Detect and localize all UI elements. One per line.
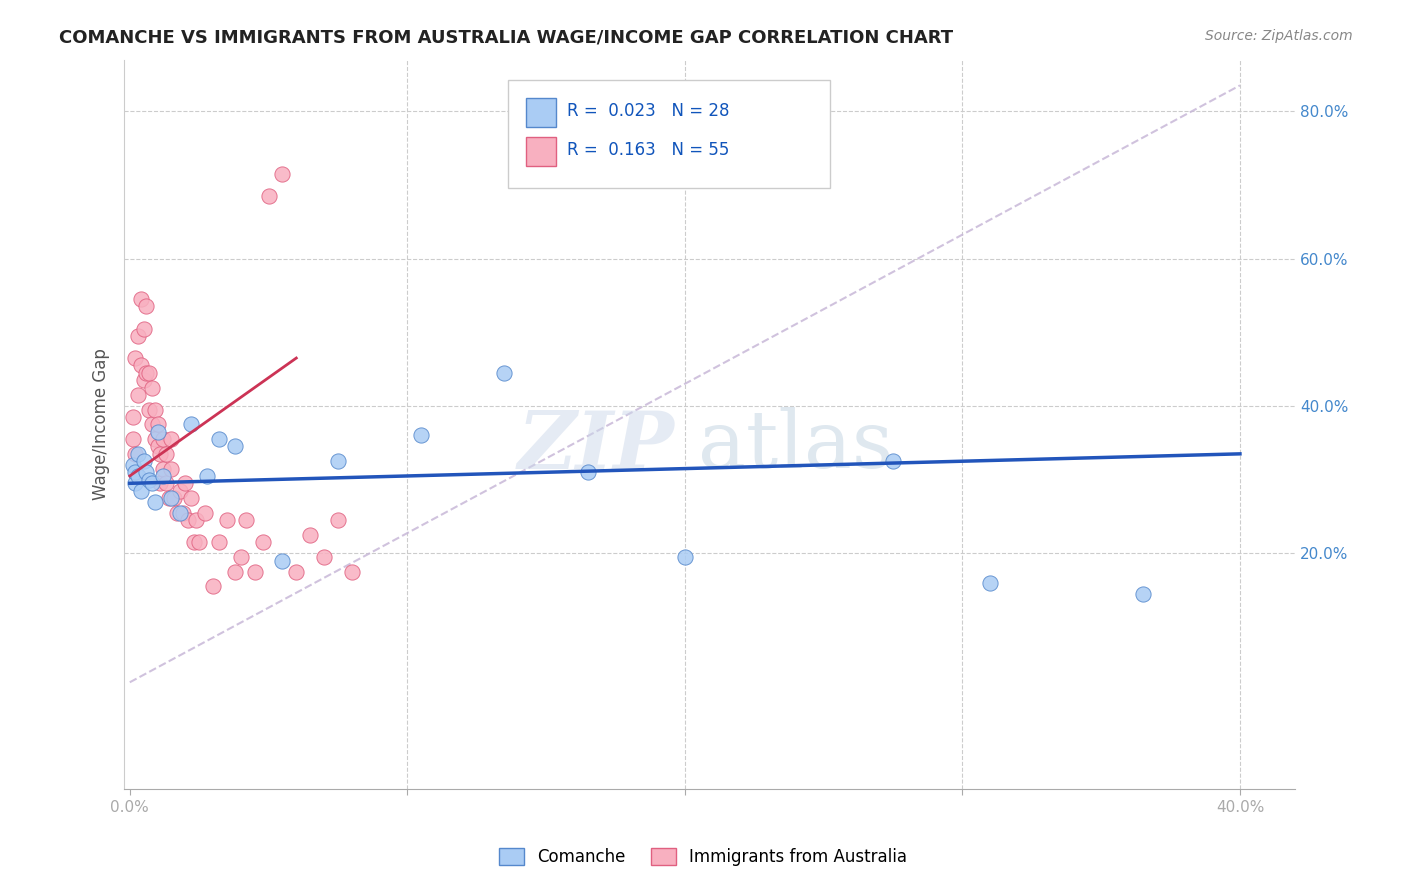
- Point: [177, 513, 200, 527]
- FancyBboxPatch shape: [509, 80, 831, 188]
- Text: COMANCHE VS IMMIGRANTS FROM AUSTRALIA WAGE/INCOME GAP CORRELATION CHART: COMANCHE VS IMMIGRANTS FROM AUSTRALIA WA…: [59, 29, 953, 46]
- Point: [143, 494, 166, 508]
- Point: [127, 329, 149, 343]
- Point: [127, 447, 149, 461]
- Point: [138, 366, 160, 380]
- Point: [186, 513, 208, 527]
- Point: [143, 432, 166, 446]
- Point: [146, 417, 169, 432]
- Point: [271, 167, 294, 181]
- Point: [494, 366, 516, 380]
- Point: [129, 292, 152, 306]
- Point: [155, 447, 177, 461]
- Point: [155, 476, 177, 491]
- Text: R =  0.023   N = 28: R = 0.023 N = 28: [567, 103, 730, 120]
- Point: [326, 454, 349, 468]
- Point: [169, 483, 191, 498]
- Point: [124, 476, 146, 491]
- Text: atlas: atlas: [699, 408, 893, 485]
- Point: [235, 513, 257, 527]
- Point: [243, 565, 266, 579]
- Point: [152, 469, 174, 483]
- Point: [157, 491, 180, 505]
- Point: [124, 351, 146, 365]
- Point: [215, 513, 238, 527]
- Point: [188, 535, 211, 549]
- Point: [194, 506, 217, 520]
- Point: [127, 388, 149, 402]
- Point: [160, 432, 183, 446]
- Point: [180, 491, 202, 505]
- Point: [141, 417, 163, 432]
- Point: [121, 432, 143, 446]
- Point: [340, 565, 363, 579]
- Point: [132, 373, 155, 387]
- Point: [673, 549, 696, 564]
- Point: [312, 549, 335, 564]
- Point: [127, 469, 149, 483]
- Point: [285, 565, 308, 579]
- Point: [160, 461, 183, 475]
- Point: [135, 465, 157, 479]
- Point: [149, 447, 172, 461]
- Point: [152, 461, 174, 475]
- Point: [979, 575, 1001, 590]
- Point: [135, 300, 157, 314]
- Point: [160, 491, 183, 505]
- Point: [121, 409, 143, 424]
- Text: R =  0.163   N = 55: R = 0.163 N = 55: [567, 141, 730, 159]
- Point: [124, 465, 146, 479]
- Point: [411, 428, 433, 442]
- Point: [299, 528, 322, 542]
- Point: [183, 535, 205, 549]
- Point: [180, 417, 202, 432]
- Point: [132, 454, 155, 468]
- Point: [141, 476, 163, 491]
- Point: [1132, 587, 1154, 601]
- Point: [224, 440, 246, 454]
- Point: [129, 359, 152, 373]
- Bar: [526, 98, 557, 128]
- Point: [882, 454, 904, 468]
- Point: [143, 402, 166, 417]
- Point: [132, 321, 155, 335]
- Point: [138, 402, 160, 417]
- Point: [166, 506, 188, 520]
- Point: [576, 465, 599, 479]
- Point: [121, 458, 143, 472]
- Point: [257, 189, 280, 203]
- Y-axis label: Wage/Income Gap: Wage/Income Gap: [93, 349, 110, 500]
- Point: [141, 380, 163, 394]
- Point: [135, 366, 157, 380]
- Point: [129, 483, 152, 498]
- Point: [207, 535, 229, 549]
- Point: [149, 476, 172, 491]
- Point: [174, 476, 197, 491]
- Point: [124, 447, 146, 461]
- Text: Source: ZipAtlas.com: Source: ZipAtlas.com: [1205, 29, 1353, 43]
- Legend: Comanche, Immigrants from Australia: Comanche, Immigrants from Australia: [492, 841, 914, 873]
- Point: [146, 440, 169, 454]
- Point: [172, 506, 194, 520]
- Point: [326, 513, 349, 527]
- Point: [146, 425, 169, 439]
- Point: [163, 491, 186, 505]
- Point: [224, 565, 246, 579]
- Point: [207, 432, 229, 446]
- Point: [271, 554, 294, 568]
- Point: [202, 580, 225, 594]
- Bar: [526, 137, 557, 166]
- Point: [138, 473, 160, 487]
- Text: ZIP: ZIP: [517, 408, 675, 485]
- Point: [197, 469, 219, 483]
- Point: [252, 535, 274, 549]
- Point: [229, 549, 252, 564]
- Point: [169, 506, 191, 520]
- Point: [152, 432, 174, 446]
